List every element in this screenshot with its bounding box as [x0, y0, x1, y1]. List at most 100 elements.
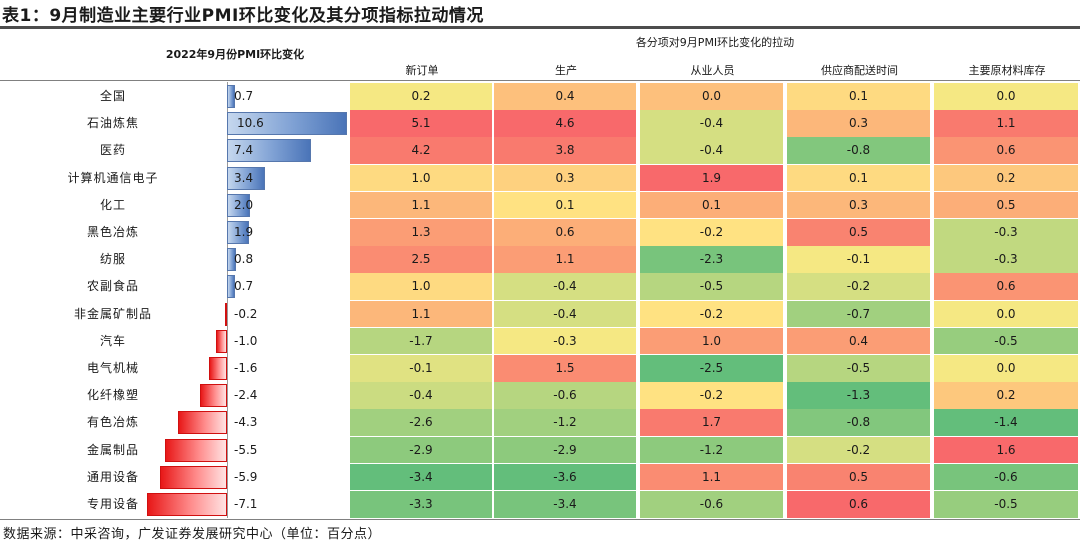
pmi-change-bar: [215, 329, 227, 353]
heatmap-cell: 0.1: [787, 164, 930, 192]
heatmap-cell: -3.4: [350, 463, 492, 491]
column-header-employment: 从业人员: [690, 64, 735, 77]
pmi-change-bar: [227, 275, 235, 299]
pmi-change-value: 0.8: [234, 252, 254, 267]
row-label-text: 有色冶炼: [87, 415, 140, 430]
heatmap-cell: 4.2: [350, 137, 492, 165]
row-label-text: 全国: [100, 89, 127, 103]
pmi-change-bar: [227, 139, 311, 163]
heatmap-cell: 0.2: [934, 164, 1078, 192]
bar-axis: [227, 82, 228, 518]
row-label-text: 金属制品: [87, 442, 140, 457]
row-label-text: 医药: [100, 143, 127, 158]
heatmap-cell: 1.3: [350, 219, 492, 246]
heatmap-cell: -0.4: [640, 137, 783, 165]
heatmap-cell: -0.8: [787, 409, 930, 437]
row-label-text: 化纤橡塑: [87, 388, 140, 403]
heatmap-cell: -0.6: [640, 491, 783, 518]
source-note: 数据来源：中采咨询，广发证券发展研究中心（单位：百分点）: [3, 527, 382, 542]
heatmap-cell: 0.1: [494, 191, 636, 219]
heatmap-cell: -0.2: [640, 382, 783, 409]
pmi-change-bar: [224, 302, 227, 326]
top-rule: [0, 26, 1080, 29]
pmi-change-value: 2.0: [234, 197, 254, 212]
pmi-change-value: -0.2: [234, 306, 258, 321]
pmi-change-bar: [160, 465, 227, 489]
heatmap-cell: -2.5: [640, 355, 783, 382]
pmi-change-bar: [164, 438, 227, 462]
heatmap-cell: 0.4: [787, 327, 930, 355]
heatmap-cell: 1.0: [640, 327, 783, 355]
heatmap-cell: -2.3: [640, 246, 783, 273]
heatmap-cell: 0.6: [934, 137, 1078, 165]
pmi-change-value: -5.5: [234, 442, 258, 457]
row-label: 医药: [0, 137, 126, 164]
heatmap-cell: 0.0: [934, 355, 1078, 382]
heatmap-cell: 0.6: [787, 491, 930, 518]
heatmap-cell: -3.6: [494, 463, 636, 491]
heatmap-cell: 1.1: [640, 463, 783, 491]
pmi-change-value: -1.0: [234, 333, 258, 348]
heatmap-cell: -0.4: [350, 382, 492, 409]
row-label-text: 纺服: [100, 252, 127, 267]
heatmap-cell: -0.2: [787, 273, 930, 301]
heatmap-cell: 0.6: [494, 219, 636, 246]
pmi-change-value: 0.7: [234, 279, 254, 294]
pmi-change-bar: [199, 384, 227, 408]
row-label: 石油炼焦: [0, 110, 139, 137]
heatmap-cell: 0.4: [494, 83, 636, 110]
heatmap-cell: -0.3: [934, 219, 1078, 246]
heatmap-cell: 0.6: [934, 273, 1078, 301]
heatmap-cell: 1.1: [350, 191, 492, 219]
heatmap-cell: -3.3: [350, 491, 492, 518]
heatmap-cell: 0.3: [787, 110, 930, 137]
heatmap-cell: 0.3: [787, 191, 930, 219]
pmi-change-value: -5.9: [234, 469, 258, 484]
heatmap-cell: -1.4: [934, 409, 1078, 437]
pmi-change-value: -4.3: [234, 415, 258, 430]
row-label-text: 计算机通信电子: [67, 170, 159, 185]
heatmap-cell: 2.5: [350, 246, 492, 273]
heatmap-cell: -1.3: [787, 382, 930, 409]
pmi-change-bar: [178, 411, 227, 435]
pmi-change-header: 2022年9月份PMI环比变化: [165, 48, 305, 61]
row-label: 纺服: [0, 246, 126, 273]
heatmap-cell: -0.2: [640, 300, 783, 328]
heatmap-cell: 1.6: [934, 436, 1078, 464]
heatmap-cell: -0.7: [787, 300, 930, 328]
pmi-change-bar: [227, 112, 347, 136]
row-label: 电气机械: [0, 355, 139, 382]
pmi-change-value: 1.9: [234, 225, 254, 239]
pmi-change-value: -1.6: [234, 361, 258, 375]
heatmap-cell: -0.6: [934, 463, 1078, 491]
heatmap-cell: 3.8: [494, 137, 636, 165]
heatmap-cell: -3.4: [494, 491, 636, 518]
heatmap-cell: -0.1: [350, 355, 492, 382]
heatmap-cell: -2.6: [350, 409, 492, 437]
row-label: 汽车: [0, 328, 126, 355]
row-label-text: 通用设备: [87, 469, 140, 484]
heatmap-cell: 0.0: [934, 83, 1078, 110]
row-label-text: 石油炼焦: [87, 116, 140, 131]
column-header-new-orders: 新订单: [405, 64, 439, 77]
heatmap-cell: -0.6: [494, 382, 636, 409]
row-label-text: 专用设备: [87, 497, 140, 511]
heatmap-cell: 0.5: [787, 219, 930, 246]
row-label: 农副食品: [0, 273, 139, 300]
heatmap-cell: -0.1: [787, 246, 930, 273]
row-label: 全国: [0, 83, 126, 110]
heatmap-cell: -0.5: [640, 273, 783, 301]
heatmap-cell: 0.2: [934, 382, 1078, 409]
heatmap-cell: 0.0: [640, 83, 783, 110]
pmi-change-value: -2.4: [234, 388, 258, 403]
row-label: 黑色冶炼: [0, 219, 139, 246]
heatmap-cell: -0.5: [787, 355, 930, 382]
heatmap-cell: -0.3: [934, 246, 1078, 273]
heatmap-cell: 0.5: [934, 191, 1078, 219]
heatmap-cell: -2.9: [494, 436, 636, 464]
heatmap-cell: 4.6: [494, 110, 636, 137]
row-label-text: 电气机械: [87, 361, 140, 375]
pmi-change-value: 10.6: [237, 116, 264, 131]
heatmap-cell: -0.4: [640, 110, 783, 137]
row-label: 化工: [0, 192, 126, 219]
